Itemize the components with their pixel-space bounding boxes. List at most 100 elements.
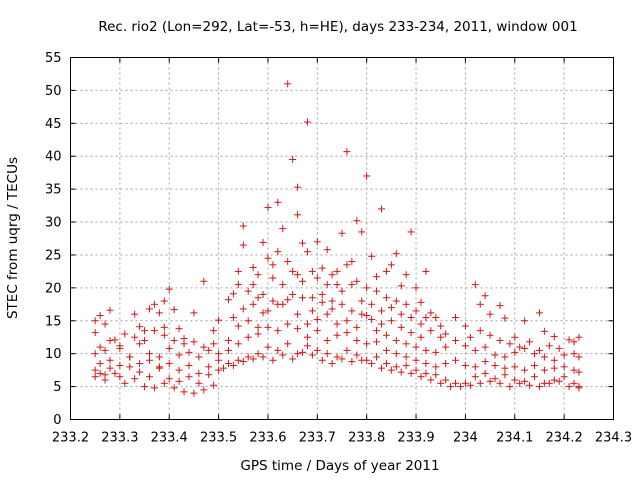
data-point — [328, 271, 336, 279]
data-point — [299, 239, 307, 247]
data-point — [333, 331, 341, 339]
data-point — [136, 340, 144, 348]
data-point — [279, 225, 287, 233]
data-point — [224, 360, 232, 368]
data-point — [175, 366, 183, 374]
data-point — [496, 337, 504, 345]
data-point — [269, 261, 277, 269]
y-tick-label: 50 — [45, 84, 62, 99]
data-point — [175, 351, 183, 359]
data-point — [511, 333, 519, 341]
data-point — [526, 338, 534, 346]
data-point — [145, 305, 153, 313]
data-point — [377, 320, 385, 328]
axis-ticks: 233.2 233.3 233.4 233.5 233.6 233.7 233.8 233.9… — [45, 51, 632, 446]
data-point — [560, 363, 568, 371]
data-point — [402, 362, 410, 370]
data-point — [452, 379, 460, 387]
data-point — [318, 290, 326, 298]
y-tick-label: 20 — [45, 281, 62, 296]
x-tick-label: 233.6 — [249, 431, 286, 446]
data-point — [387, 317, 395, 325]
data-point — [437, 379, 445, 387]
data-point — [106, 337, 114, 345]
data-point — [150, 300, 158, 308]
data-point — [249, 281, 257, 289]
data-point — [141, 383, 149, 391]
data-point — [264, 204, 272, 212]
data-point — [106, 356, 114, 364]
data-point — [215, 350, 223, 358]
data-point — [284, 80, 292, 88]
data-point — [353, 217, 361, 225]
data-point — [452, 337, 460, 345]
data-point — [550, 333, 558, 341]
x-tick-label: 234.3 — [595, 431, 632, 446]
data-point — [486, 310, 494, 318]
data-point — [338, 355, 346, 363]
data-point — [121, 330, 129, 338]
data-point — [155, 363, 163, 371]
data-point — [126, 353, 134, 361]
data-point — [308, 267, 316, 275]
data-point — [175, 377, 183, 385]
data-point — [363, 172, 371, 180]
data-point — [318, 356, 326, 364]
data-point — [348, 258, 356, 266]
data-point — [294, 211, 302, 219]
data-point — [417, 373, 425, 381]
data-point — [392, 363, 400, 371]
data-point — [131, 375, 139, 383]
data-point — [190, 309, 198, 317]
data-point — [205, 371, 213, 379]
data-point — [531, 373, 539, 381]
data-point — [565, 383, 573, 391]
data-point — [116, 362, 124, 370]
data-point — [521, 317, 529, 325]
data-point — [224, 296, 232, 304]
data-point — [313, 346, 321, 354]
data-point — [540, 327, 548, 335]
data-point — [328, 297, 336, 305]
data-point — [491, 375, 499, 383]
chart-title: Rec. rio2 (Lon=292, Lat=-53, h=HE), days… — [98, 19, 577, 35]
data-point — [274, 346, 282, 354]
y-tick-label: 5 — [53, 380, 61, 395]
data-point — [343, 317, 351, 325]
data-point — [333, 267, 341, 275]
data-point — [363, 312, 371, 320]
data-point — [111, 336, 119, 344]
data-point — [358, 297, 366, 305]
data-point — [422, 360, 430, 368]
data-point — [294, 271, 302, 279]
data-point — [343, 346, 351, 354]
data-point — [303, 248, 311, 256]
data-point — [471, 373, 479, 381]
data-point — [239, 305, 247, 313]
data-point — [210, 381, 218, 389]
data-point — [555, 344, 563, 352]
data-point — [175, 325, 183, 333]
data-point — [575, 384, 583, 392]
data-point — [511, 348, 519, 356]
data-point — [353, 277, 361, 285]
data-point — [397, 282, 405, 290]
y-tick-label: 25 — [45, 248, 62, 263]
data-point — [402, 300, 410, 308]
data-point — [106, 306, 114, 314]
data-point — [353, 323, 361, 331]
data-point — [333, 353, 341, 361]
data-point — [294, 350, 302, 358]
data-point — [254, 323, 262, 331]
data-point — [308, 307, 316, 315]
data-point — [570, 350, 578, 358]
data-point — [368, 300, 376, 308]
data-point — [481, 369, 489, 377]
data-point — [427, 327, 435, 335]
data-point — [373, 287, 381, 295]
data-point — [121, 379, 129, 387]
data-point — [516, 343, 524, 351]
x-tick-label: 233.9 — [397, 431, 434, 446]
data-point — [343, 329, 351, 337]
data-point — [234, 356, 242, 364]
